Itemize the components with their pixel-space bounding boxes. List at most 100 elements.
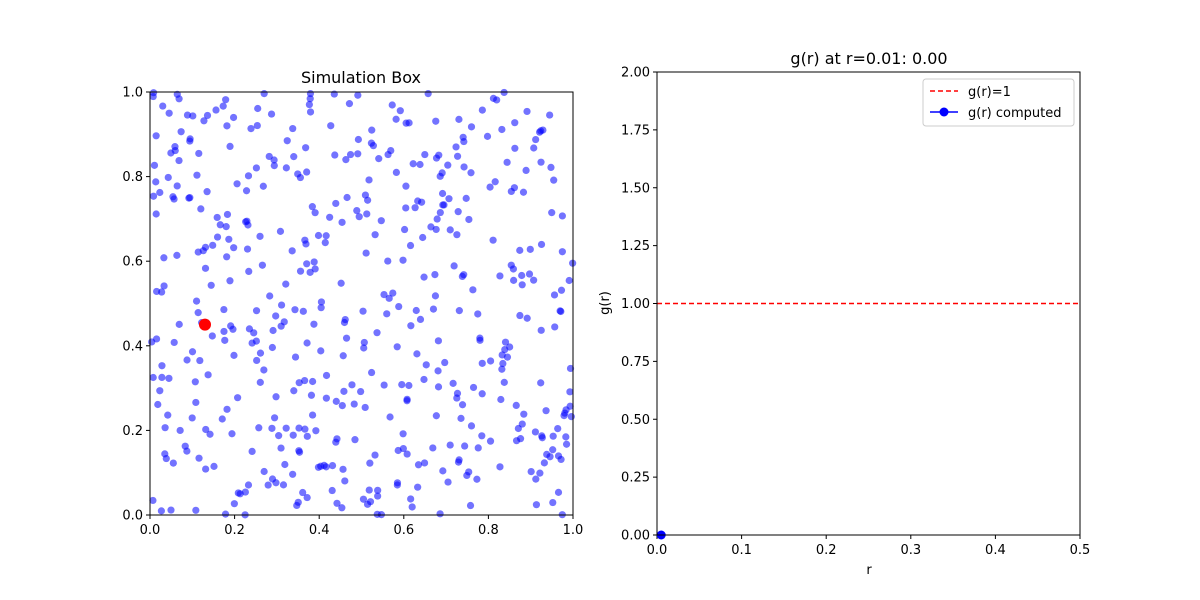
particle-point	[229, 113, 238, 122]
particle-point	[403, 397, 411, 405]
particle-point	[429, 444, 437, 452]
particle-point	[161, 450, 169, 458]
simulation-box-frame	[149, 91, 574, 516]
particle-point	[317, 298, 326, 306]
particle-point	[342, 156, 350, 164]
particle-point	[365, 486, 373, 494]
particle-point	[311, 209, 319, 217]
particle-point	[366, 459, 374, 467]
particle-point	[289, 431, 297, 439]
particle-point	[296, 267, 305, 275]
particle-point	[520, 410, 528, 418]
simulation-box-ytick-label: 0.8	[122, 170, 143, 185]
particle-point	[197, 205, 205, 213]
particle-point	[158, 288, 166, 296]
particle-point	[353, 206, 361, 215]
particle-point	[493, 96, 501, 104]
particle-point	[460, 271, 468, 279]
particle-point	[498, 365, 506, 373]
particle-point	[453, 389, 462, 397]
particle-point	[467, 123, 476, 131]
particle-point	[275, 432, 283, 440]
particle-point	[223, 122, 231, 130]
particle-point	[436, 510, 444, 518]
particle-point	[157, 507, 165, 515]
particle-point	[432, 154, 441, 162]
simulation-box-ytick-label: 0.2	[122, 424, 143, 439]
particle-point	[243, 245, 252, 253]
simulation-box-panel: Simulation Box 0.0 0.2 0.4 0.6 0.8 1.00.00.20…	[122, 68, 583, 538]
particle-point	[546, 453, 554, 461]
particle-point	[260, 366, 268, 374]
particle-point	[469, 286, 477, 294]
particle-point	[523, 107, 531, 116]
particle-point	[206, 430, 214, 438]
particle-point	[299, 488, 307, 497]
particle-point	[522, 166, 530, 175]
particle-point	[526, 245, 534, 253]
particle-point	[288, 247, 296, 255]
particle-point	[192, 398, 200, 407]
particle-point	[351, 436, 359, 444]
particle-point	[295, 424, 303, 432]
particle-point	[478, 106, 486, 114]
particle-point	[152, 178, 160, 186]
particle-point	[191, 378, 199, 386]
particle-point	[407, 495, 415, 503]
particle-point	[189, 112, 197, 120]
particle-point	[458, 401, 467, 409]
gr-xtick-label: 0.4	[985, 543, 1006, 558]
particle-point	[413, 350, 421, 358]
particle-point	[149, 192, 158, 200]
particle-point	[301, 425, 309, 433]
particle-point	[377, 217, 385, 225]
particle-point	[283, 137, 291, 145]
particle-point	[169, 459, 177, 467]
particle-point	[489, 236, 497, 244]
particle-point	[412, 306, 420, 315]
particle-point	[359, 307, 367, 315]
particle-point	[362, 249, 370, 257]
particle-point	[322, 371, 331, 380]
particle-point	[469, 383, 478, 392]
particle-point	[374, 486, 382, 494]
particle-point	[252, 164, 260, 172]
particle-point	[387, 146, 395, 155]
particle-point	[386, 413, 394, 421]
particle-point	[167, 506, 175, 514]
particle-point	[346, 150, 355, 159]
gr-ytick-label: 0.25	[621, 471, 650, 486]
particle-point	[200, 117, 208, 125]
particle-point	[170, 338, 178, 347]
particle-point	[253, 121, 261, 130]
particle-point	[305, 100, 313, 109]
particle-point	[364, 196, 372, 204]
particle-point	[252, 337, 260, 345]
particle-point	[400, 225, 409, 234]
particle-point	[202, 465, 210, 473]
particle-point	[173, 90, 181, 98]
particle-point	[228, 430, 236, 438]
particle-point	[548, 209, 556, 217]
particle-point	[367, 139, 376, 147]
particle-point	[399, 430, 407, 438]
particle-point	[557, 455, 565, 464]
particle-point	[454, 208, 462, 216]
particle-point	[289, 124, 297, 133]
particle-point	[462, 194, 470, 202]
gr-ytick-label: 0.00	[621, 529, 650, 544]
particle-point	[311, 265, 319, 273]
particle-point	[374, 492, 382, 500]
particle-point	[268, 424, 276, 432]
particle-point	[260, 467, 268, 476]
particle-point	[152, 210, 160, 218]
particle-point	[487, 357, 495, 365]
particle-point	[398, 380, 406, 389]
particle-point	[414, 461, 423, 469]
simulation-box-ytick-label: 0.0	[122, 509, 143, 524]
particle-point	[279, 481, 288, 489]
particle-point	[317, 347, 325, 355]
particle-point	[380, 381, 388, 389]
particle-point	[558, 248, 566, 256]
particle-point	[339, 465, 347, 473]
